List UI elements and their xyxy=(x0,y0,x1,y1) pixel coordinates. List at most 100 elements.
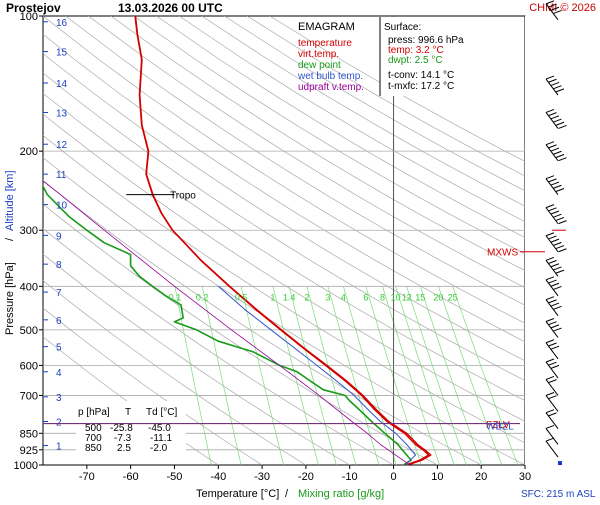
mixing-ratio-label: 0.5 xyxy=(235,292,248,302)
station-name: Prostejov xyxy=(6,1,61,15)
y-axis-label: Pressure [hPa] xyxy=(4,262,16,335)
wind-barb-feather xyxy=(555,88,565,93)
p-tick-label: 600 xyxy=(20,360,38,372)
wind-barb-staff xyxy=(545,440,559,458)
wind-barb-feather xyxy=(553,241,562,246)
wind-barb-feather xyxy=(548,279,557,284)
mixing-ratio-label: 4 xyxy=(341,292,346,302)
x-tick-label: -30 xyxy=(254,471,270,483)
legend-item-updraft: udpraft v.temp. xyxy=(298,82,364,93)
dry-adiabat-line xyxy=(88,16,525,289)
km-tick-label: 14 xyxy=(56,79,68,90)
wind-barb-feather xyxy=(545,141,555,146)
wind-barb-feather xyxy=(548,178,557,183)
surface-t-mxfc: t-mxfc: 17.2 °C xyxy=(388,81,454,92)
dry-adiabat-line xyxy=(156,16,525,238)
wind-barb-feather xyxy=(555,121,565,126)
surface-t-conv: t-conv: 14.1 °C xyxy=(388,70,454,81)
wind-barb-feather xyxy=(550,364,560,369)
surface-dewpoint: dwpt: 2.5 °C xyxy=(388,55,443,66)
mixing-ratio-label: 8 xyxy=(380,292,385,302)
x-axis-label-mixing: Mixing ratio [g/kg] xyxy=(298,488,384,500)
mxws-label: MXWS xyxy=(487,248,518,259)
p-tick-label: 1000 xyxy=(14,460,38,472)
wind-barb-staff xyxy=(545,144,559,161)
wind-barb-feather xyxy=(550,302,560,307)
wind-barb-feather xyxy=(550,81,560,86)
x-axis-label: Temperature [°C] xyxy=(196,488,279,500)
km-tick-label: 8 xyxy=(56,260,62,271)
surface-pressure: press: 996.6 hPa xyxy=(388,35,464,46)
wind-barb-feather xyxy=(548,342,557,347)
km-tick-label: 15 xyxy=(56,48,68,59)
km-tick-label: 4 xyxy=(56,368,62,379)
table-cell: 850 xyxy=(85,443,102,454)
x-tick-label: 30 xyxy=(519,471,531,483)
km-tick-label: 11 xyxy=(56,170,67,181)
table-header-t: T xyxy=(125,407,131,418)
x-tick-label: -60 xyxy=(123,471,139,483)
wind-barb-feather xyxy=(555,216,565,221)
level-table-bg xyxy=(76,401,186,453)
wbzl-label: WBZL xyxy=(486,421,514,432)
wind-barb-feather xyxy=(545,256,555,261)
table-cell: 500 xyxy=(85,423,102,434)
series-line-dew-point xyxy=(43,184,412,465)
legend-item-temperature: temperature xyxy=(298,38,352,49)
x-tick-label: -40 xyxy=(210,471,226,483)
wind-barb-staff xyxy=(545,3,559,21)
wind-barb-staff xyxy=(545,412,559,429)
mixing-ratio-label: 2 xyxy=(304,292,309,302)
table-cell: -45.0 xyxy=(148,423,171,434)
km-tick-label: 9 xyxy=(56,231,62,242)
sounding-datetime: 13.03.2026 00 UTC xyxy=(118,1,223,15)
wind-barb-feather xyxy=(550,238,560,243)
wind-barb-feather xyxy=(545,358,555,363)
wind-barb-feather xyxy=(553,305,562,310)
wind-barb-feather xyxy=(550,147,560,152)
x-tick-label: 10 xyxy=(431,471,443,483)
series-line-wet-bulb-temp- xyxy=(217,285,416,465)
wind-barb-staff xyxy=(545,260,559,277)
fzlv-label: FZLV xyxy=(486,420,510,431)
wind-barb-feather xyxy=(545,375,555,380)
wind-barb-staff xyxy=(545,361,559,379)
wind-barb-feather xyxy=(555,245,565,250)
km-tick-label: 10 xyxy=(56,201,68,212)
wind-barb-feather xyxy=(553,150,562,155)
x-axis-separator: / xyxy=(285,488,289,500)
annotation-layer: Tropo xyxy=(126,191,196,202)
mixing-ratio-label: 1 xyxy=(270,292,275,302)
wind-barb-feather xyxy=(558,124,567,129)
x-tick-label: -70 xyxy=(79,471,95,483)
series-layer xyxy=(43,16,432,465)
wind-barb-feather xyxy=(553,118,562,123)
wind-barb-staff xyxy=(545,299,559,316)
wind-barb-feather xyxy=(548,361,557,366)
wind-barb-feather xyxy=(545,296,555,301)
wind-barb-feather xyxy=(550,210,560,215)
axis-layer: 1000925850700600500400300200100123456789… xyxy=(14,11,532,483)
wind-barb-feather xyxy=(548,78,557,83)
table-header-td: Td [°C] xyxy=(146,407,177,418)
mixing-ratio-label: 3 xyxy=(325,292,330,302)
table-header-p: p [hPa] xyxy=(78,407,110,418)
wind-barb-staff xyxy=(545,178,559,195)
wind-barb-feather xyxy=(553,213,562,218)
level-table: p [hPa] T Td [°C] 500 -25.8 -45.0 700 -7… xyxy=(76,401,186,454)
surface-title: Surface: xyxy=(384,22,421,33)
dry-adiabat-line xyxy=(43,33,525,343)
wind-barb-feather xyxy=(553,85,562,90)
wind-barb-staff xyxy=(545,342,559,360)
dry-adiabat-line xyxy=(133,16,525,255)
wind-barb-feather xyxy=(545,0,555,5)
wind-barb-staff xyxy=(545,395,559,412)
wind-barb-staff xyxy=(545,112,559,129)
x-tick-label: -10 xyxy=(342,471,358,483)
dry-adiabat-line xyxy=(178,16,525,223)
wind-barb-feather xyxy=(545,424,555,429)
km-tick-label: 13 xyxy=(56,108,68,119)
table-cell: 700 xyxy=(85,433,102,444)
wind-barb-feather xyxy=(548,235,557,240)
